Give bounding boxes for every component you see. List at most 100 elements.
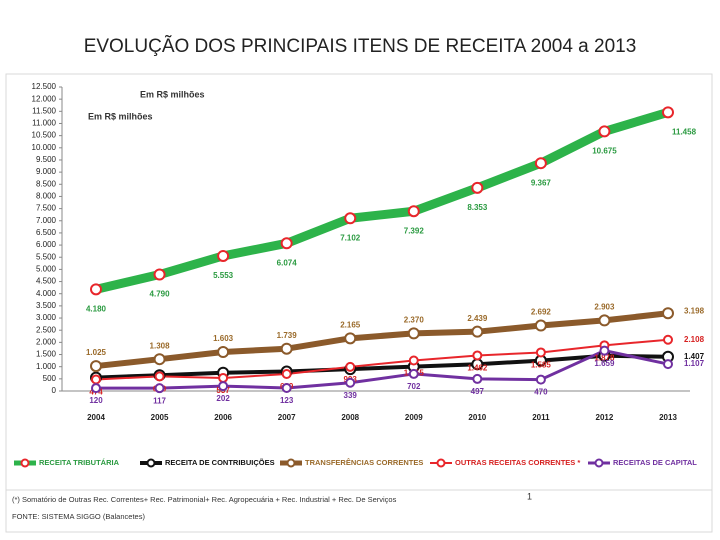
x-tick-label: 2007: [278, 413, 296, 422]
legend-label: RECEITA DE CONTRIBUIÇÕES: [165, 458, 275, 467]
data-label: 1.107: [684, 359, 705, 368]
point-marker: [90, 360, 102, 373]
data-label: 9.367: [531, 178, 552, 187]
point-marker: [154, 371, 165, 382]
legend-label: OUTRAS RECEITAS CORRENTES *: [455, 458, 580, 467]
point-marker: [218, 372, 229, 383]
legend-marker: [594, 458, 604, 468]
x-tick-label: 2005: [151, 413, 169, 422]
point-marker: [472, 350, 483, 361]
y-tick-label: 500: [43, 374, 57, 383]
chart-title: EVOLUÇÃO DOS PRINCIPAIS ITENS DE RECEITA…: [84, 35, 637, 57]
legend-marker: [286, 458, 296, 468]
point-marker: [534, 319, 547, 332]
y-tick-label: 3.500: [36, 301, 57, 310]
data-label: 117: [153, 396, 166, 405]
data-label: 497: [471, 387, 485, 396]
point-marker: [281, 383, 292, 394]
data-label: 1.585: [531, 361, 552, 370]
y-tick-label: 8.500: [36, 179, 57, 188]
data-label: 1.739: [277, 331, 298, 340]
y-tick-label: 0: [52, 386, 57, 395]
point-marker: [662, 106, 674, 119]
point-marker: [154, 383, 165, 394]
data-label: 702: [407, 382, 421, 391]
data-label: 1.025: [86, 348, 107, 357]
point-marker: [663, 359, 673, 370]
data-label: 7.392: [404, 226, 425, 235]
footnote: (*) Somatório de Outras Rec. Correntes+ …: [12, 495, 397, 504]
x-tick-label: 2008: [341, 413, 359, 422]
x-tick-label: 2009: [405, 413, 423, 422]
data-label: 1.462: [467, 364, 488, 373]
legend-marker: [436, 458, 446, 468]
point-marker: [408, 368, 419, 379]
series-line: [95, 310, 669, 370]
data-label: 4.180: [86, 304, 107, 313]
data-label: 120: [89, 396, 103, 405]
y-tick-label: 12.500: [32, 82, 57, 91]
data-label: 470: [534, 388, 548, 397]
data-label: 5.553: [213, 271, 234, 280]
y-tick-label: 10.500: [32, 131, 57, 140]
legend-marker: [20, 458, 30, 468]
point-marker: [471, 181, 484, 194]
data-label: 2.692: [531, 308, 552, 317]
data-label: 4.790: [150, 290, 171, 299]
y-tick-label: 9.500: [36, 155, 57, 164]
point-marker: [535, 347, 546, 358]
point-marker: [218, 381, 229, 392]
legend-label: RECEITA TRIBUTÁRIA: [39, 458, 120, 467]
legend-label: RECEITAS DE CAPITAL: [613, 458, 697, 467]
y-tick-label: 4.500: [36, 277, 57, 286]
point-marker: [91, 383, 101, 394]
legend-label: TRANSFERÊNCIAS CORRENTES: [305, 458, 423, 467]
point-marker: [663, 334, 673, 345]
data-label: 1.659: [594, 359, 615, 368]
point-marker: [91, 374, 101, 385]
data-label: 2.370: [404, 315, 425, 324]
data-label: 202: [216, 394, 230, 403]
x-tick-label: 2004: [87, 413, 105, 422]
y-tick-label: 2.500: [36, 325, 57, 334]
point-marker: [344, 212, 357, 225]
data-label: 2.439: [467, 314, 488, 323]
data-label: 2.903: [594, 303, 615, 312]
point-marker: [345, 377, 356, 388]
y-tick-label: 8.000: [36, 192, 57, 201]
y-tick-label: 5.500: [36, 252, 57, 261]
point-marker: [408, 355, 419, 366]
point-marker: [535, 374, 546, 385]
chart-border: [5, 73, 713, 533]
y-tick-label: 12.000: [32, 94, 57, 103]
y-tick-label: 11.000: [32, 119, 56, 128]
data-label: 2.165: [340, 320, 361, 329]
point-marker: [280, 237, 293, 250]
point-marker: [662, 307, 674, 320]
y-tick-label: 2.000: [36, 337, 57, 346]
legend-marker: [146, 458, 156, 468]
y-tick-label: 3.000: [36, 313, 57, 322]
y-tick-label: 6.000: [36, 240, 57, 249]
data-label: 10.675: [592, 146, 617, 155]
data-label: 1.308: [150, 341, 171, 350]
data-label: 1.407: [684, 352, 705, 361]
series-line: [95, 349, 669, 390]
data-label: 123: [280, 396, 294, 405]
point-marker: [217, 249, 230, 262]
data-label: 1.878: [594, 353, 615, 362]
point-marker: [345, 361, 356, 372]
y-tick-label: 5.000: [36, 265, 57, 274]
y-tick-label: 4.000: [36, 289, 57, 298]
point-marker: [153, 353, 166, 366]
y-tick-label: 9.000: [36, 167, 57, 176]
data-label: 339: [344, 391, 358, 400]
point-marker: [472, 373, 483, 384]
data-label: 8.353: [467, 203, 488, 212]
point-marker: [407, 205, 420, 218]
y-tick-label: 1.500: [36, 350, 57, 359]
series-line: [95, 338, 669, 381]
data-label: 2.108: [684, 335, 705, 344]
point-marker: [534, 157, 547, 170]
